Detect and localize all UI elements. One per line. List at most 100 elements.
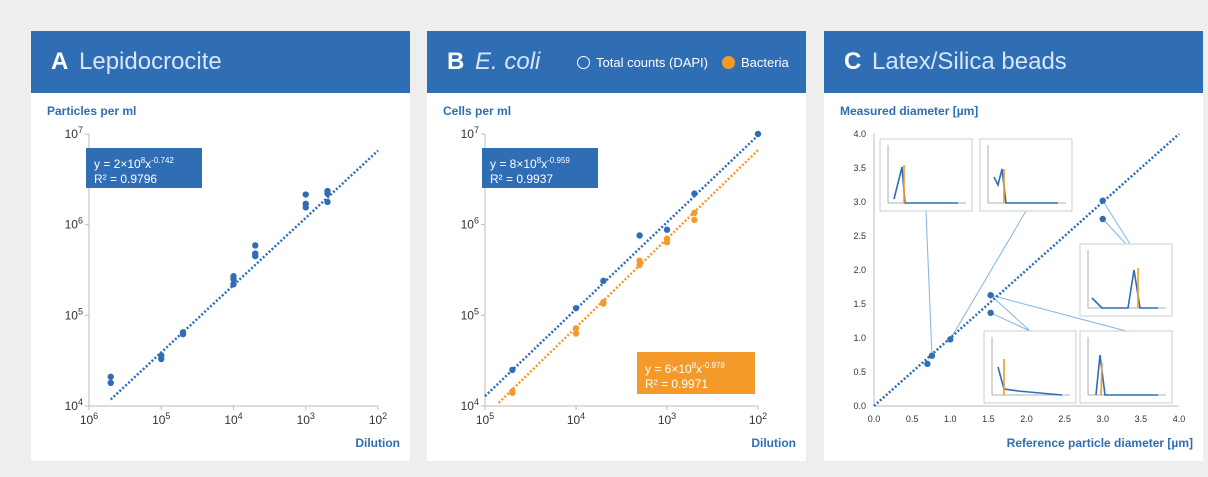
panel-c-letter: C: [844, 48, 862, 75]
inset-connector: [990, 294, 1127, 332]
data-point: [252, 242, 259, 249]
panel-b-header: B E. coli Total counts (DAPI) Bacteria: [427, 31, 806, 93]
data-point: [636, 261, 643, 269]
eq-a-pre: y = 2×10: [94, 157, 141, 171]
inset-histogram: [983, 330, 1077, 404]
eq-b2-r2: R² = 0.9971: [645, 377, 709, 391]
x-tick-label: 105: [476, 411, 494, 427]
x-tick-label: 103: [297, 411, 315, 427]
panel-a: A Lepidocrocite Particles per ml 104 105 1…: [31, 31, 410, 461]
y-tick-label: 1.5: [853, 299, 866, 309]
panel-b: B E. coli Total counts (DAPI) Bacteria C…: [427, 31, 806, 461]
trend-line: [109, 149, 379, 401]
x-tick-label: 102: [749, 411, 767, 427]
y-tick-label: 105: [65, 306, 83, 322]
panel-c-title: Latex/Silica beads: [872, 48, 1067, 75]
data-point: [302, 204, 309, 211]
legend-total-label: Total counts (DAPI): [596, 55, 708, 70]
panel-b-equation-orange: y = 6×108x-0.978 R² = 0.9971: [637, 352, 755, 394]
inset-blue-trace: [1091, 269, 1158, 309]
data-point: [572, 330, 580, 337]
legend-bacteria: Bacteria: [722, 55, 789, 70]
data-point: [947, 336, 954, 343]
trend-line: [484, 134, 759, 398]
panel-a-ylabel: Particles per ml: [47, 104, 137, 118]
data-point: [509, 366, 516, 374]
data-point: [509, 389, 516, 396]
panel-b-title: E. coli: [475, 48, 541, 75]
data-point: [107, 379, 114, 387]
inset-connector: [990, 294, 1031, 332]
eq-b2-exp2: -0.978: [702, 361, 725, 370]
inset-connector: [1102, 218, 1127, 245]
data-point: [230, 276, 237, 283]
eq-a-mid: x: [145, 157, 152, 171]
panel-c-chart: 0.0 0.5 1.0 1.5 2.0 2.5 3.0 3.5 4.0 0.0 0.5 1.0 1.5 2…: [853, 129, 1186, 424]
data-point: [754, 130, 762, 138]
y-tick-label: 3.0: [853, 197, 866, 207]
inset-connector: [925, 210, 933, 356]
panel-c: C Latex/Silica beads Measured diameter […: [824, 31, 1203, 461]
eq-b2-pre: y = 6×10: [645, 362, 692, 376]
x-tick-label: 0.0: [868, 414, 881, 424]
panel-a-xlabel: Dilution: [355, 436, 400, 450]
x-tick-label: 104: [567, 411, 585, 427]
data-point: [324, 198, 331, 206]
panel-a-header: A Lepidocrocite: [31, 31, 410, 93]
data-point: [107, 373, 114, 380]
legend-bacteria-marker: [722, 56, 735, 69]
panel-b-equation-blue: y = 8×108x-0.959 R² = 0.9937: [482, 148, 598, 188]
inset-histogram: [879, 138, 973, 212]
panel-b-letter: B: [447, 48, 465, 75]
eq-a-exp2: -0.742: [151, 156, 174, 165]
data-point: [987, 291, 994, 299]
data-point: [179, 330, 187, 338]
y-tick-label: 107: [65, 125, 83, 141]
data-point: [928, 352, 936, 359]
panel-a-title: Lepidocrocite: [79, 48, 222, 75]
panel-b-ylabel: Cells per ml: [443, 104, 512, 118]
panel-c-ylabel: Measured diameter [µm]: [840, 104, 979, 118]
x-tick-label: 2.5: [1058, 414, 1071, 424]
data-point: [230, 281, 237, 288]
x-tick-label: 3.5: [1135, 414, 1148, 424]
y-tick-label: 105: [461, 306, 479, 322]
data-point: [691, 209, 698, 217]
y-tick-label: 0.5: [853, 367, 866, 377]
panel-c-xlabel: Reference particle diameter [µm]: [1006, 436, 1193, 450]
x-tick-label: 0.5: [906, 414, 919, 424]
inset-blue-trace: [997, 366, 1063, 396]
data-point: [636, 232, 643, 239]
data-point: [572, 304, 580, 312]
data-point: [600, 277, 607, 285]
data-point: [663, 226, 671, 233]
x-tick-label: 103: [658, 411, 676, 427]
y-tick-label: 4.0: [853, 129, 866, 139]
inset-connector: [990, 312, 1031, 332]
y-tick-label: 3.5: [853, 163, 866, 173]
data-point: [600, 300, 607, 307]
trend-line: [497, 149, 759, 404]
eq-b1-exp1: 8: [536, 156, 542, 165]
y-tick-label: 104: [65, 397, 83, 413]
inset-histogram: [979, 138, 1073, 212]
data-point: [1099, 215, 1106, 223]
legend-total: Total counts (DAPI): [577, 55, 708, 70]
panel-a-equation: y = 2×108x-0.742 R² = 0.9796: [86, 148, 202, 188]
y-tick-label: 1.0: [853, 333, 866, 343]
x-tick-label: 105: [152, 411, 170, 427]
inset-connector: [949, 210, 1027, 340]
eq-b2-mid: x: [696, 362, 703, 376]
x-tick-label: 4.0: [1173, 414, 1186, 424]
x-tick-label: 1.5: [982, 414, 995, 424]
y-tick-label: 104: [461, 397, 479, 413]
y-tick-label: 2.5: [853, 231, 866, 241]
eq-b1-mid: x: [541, 157, 548, 171]
x-tick-label: 2.0: [1020, 414, 1033, 424]
eq-a-exp1: 8: [140, 156, 146, 165]
data-point: [924, 360, 931, 368]
eq-b2-exp1: 8: [691, 361, 697, 370]
inset-blue-trace: [993, 168, 1058, 204]
inset-histogram: [1079, 330, 1173, 404]
x-tick-label: 102: [369, 411, 387, 427]
